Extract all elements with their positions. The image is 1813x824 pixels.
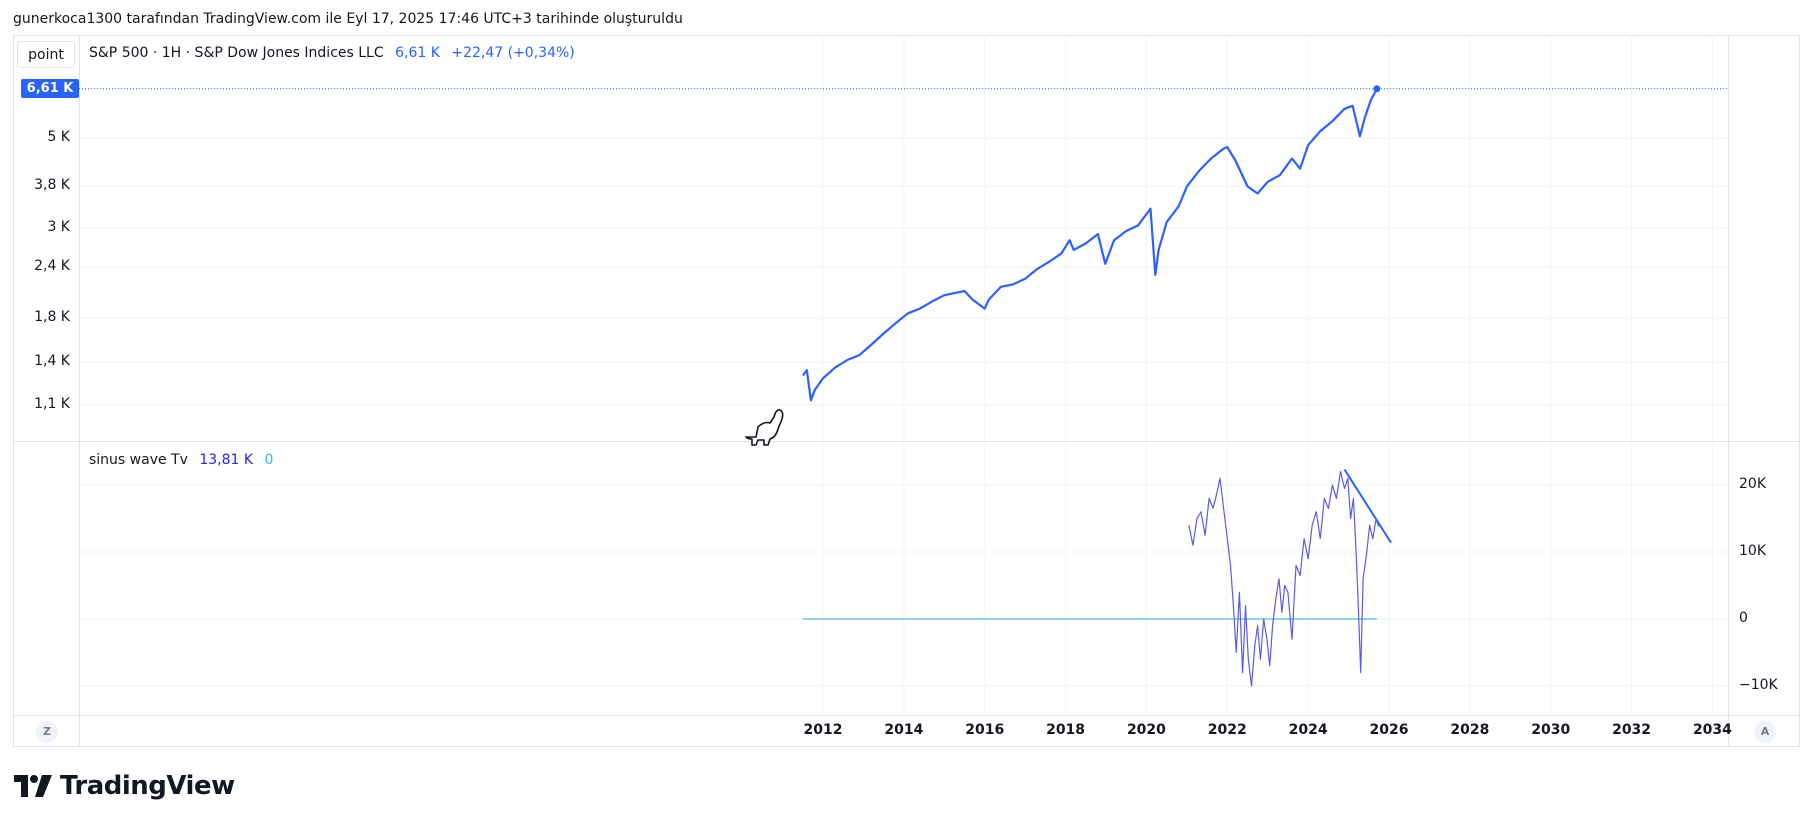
- price-axis-tick-label: 1,4 K: [34, 353, 70, 370]
- indicator-legend[interactable]: sinus wave Tv 13,81 K 0: [89, 452, 280, 468]
- price-axis-tick-label: 1,1 K: [34, 396, 70, 412]
- price-axis-tick-label: 3 K: [47, 219, 70, 236]
- trendline-drawing[interactable]: [1343, 469, 1392, 544]
- indicator-axis-tick-label: −10K: [1739, 677, 1778, 693]
- time-axis-tick-label: 2018: [1046, 722, 1086, 738]
- left-price-axis-border: [79, 35, 80, 747]
- last-price-dot: [1373, 85, 1381, 93]
- time-axis-tick-label: 2012: [803, 722, 843, 738]
- time-axis-tick-label: 2016: [965, 722, 1005, 738]
- time-axis-tick-label: 2022: [1207, 722, 1247, 738]
- last-value: 6,61 K: [395, 45, 440, 61]
- auto-scale-button[interactable]: A: [1754, 721, 1776, 743]
- price-axis-tick-label: 3,8 K: [34, 177, 70, 194]
- time-axis-tick-label: 2020: [1126, 722, 1166, 738]
- chart-caption: gunerkoca1300 tarafından TradingView.com…: [13, 11, 683, 27]
- grid: [79, 35, 1728, 715]
- price-change: +22,47 (+0,34%): [451, 45, 575, 61]
- scale-mode-button[interactable]: point: [17, 41, 75, 68]
- sinus-wave-line: [1188, 471, 1380, 687]
- indicator-value-1: 13,81 K: [199, 452, 254, 468]
- chart-frame: [13, 35, 1800, 747]
- indicator-axis-tick-label: 10K: [1739, 543, 1766, 559]
- time-axis-tick-label: 2026: [1369, 722, 1409, 738]
- indicator-name[interactable]: sinus wave Tv: [89, 452, 188, 468]
- time-axis-tick-label: 2014: [884, 722, 924, 738]
- indicator-axis-tick-label: 0: [1739, 610, 1748, 626]
- indicator-value-2: 0: [264, 452, 274, 468]
- brand-name: TradingView: [60, 771, 235, 801]
- time-axis-border: [13, 715, 1800, 716]
- time-axis-tick-label: 2034: [1692, 722, 1732, 738]
- tradingview-logo[interactable]: TradingView: [14, 771, 235, 801]
- time-axis-tick-label: 2028: [1450, 722, 1490, 738]
- dinosaur-icon[interactable]: [745, 409, 784, 446]
- main-legend[interactable]: S&P 500 · 1H · S&P Dow Jones Indices LLC…: [89, 45, 582, 61]
- price-axis-tick-label: 5 K: [47, 129, 70, 145]
- price-axis-tick-label: 1,8 K: [34, 309, 70, 326]
- price-axis-tick-label: 2,4 K: [34, 258, 70, 275]
- last-price-label: 6,61 K: [21, 78, 79, 98]
- tradingview-logo-icon: [14, 775, 52, 797]
- zoom-reset-button[interactable]: Z: [36, 721, 58, 743]
- symbol-title[interactable]: S&P 500 · 1H · S&P Dow Jones Indices LLC: [89, 45, 384, 61]
- sp500-price-line: [801, 88, 1378, 402]
- time-axis-tick-label: 2032: [1612, 722, 1652, 738]
- indicator-axis-tick-label: 20K: [1739, 476, 1766, 492]
- right-price-axis-border: [1728, 35, 1729, 747]
- time-axis-tick-label: 2024: [1288, 722, 1328, 738]
- time-axis-tick-label: 2030: [1531, 722, 1571, 738]
- pane-divider[interactable]: [13, 441, 1800, 442]
